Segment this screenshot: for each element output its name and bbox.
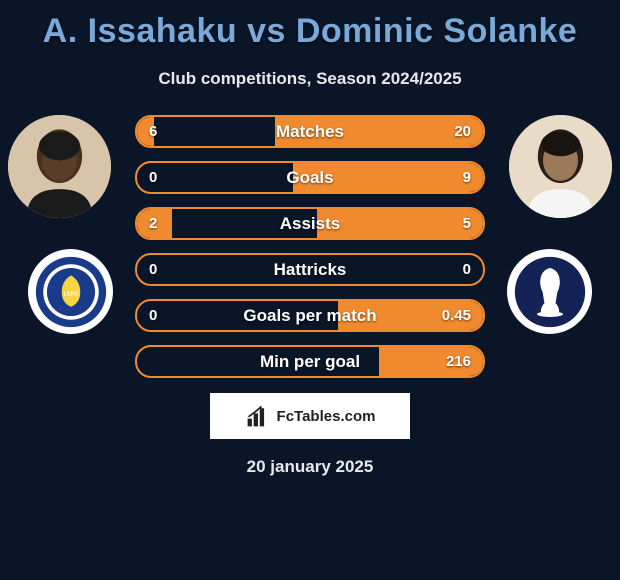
subtitle: Club competitions, Season 2024/2025 <box>0 69 620 89</box>
comparison-area: LCFC 620Matches 09Goals 25Assists 00Hattric… <box>0 115 620 385</box>
stat-label: Goals <box>137 163 483 192</box>
stat-label: Assists <box>137 209 483 238</box>
stat-label: Min per goal <box>137 347 483 376</box>
stat-row: 09Goals <box>135 161 485 194</box>
club-badge-icon <box>513 255 587 329</box>
brand-text: FcTables.com <box>277 408 376 425</box>
svg-text:LCFC: LCFC <box>63 291 78 297</box>
club-badge-icon: LCFC <box>34 255 108 329</box>
stat-row: 25Assists <box>135 207 485 240</box>
player2-avatar <box>509 115 612 218</box>
stat-row: 620Matches <box>135 115 485 148</box>
person-icon <box>8 115 111 218</box>
brand-icon <box>245 403 271 429</box>
stat-label: Matches <box>137 117 483 146</box>
date-text: 20 january 2025 <box>0 457 620 477</box>
stat-bars: 620Matches 09Goals 25Assists 00Hattricks 00.… <box>135 115 485 391</box>
club2-logo <box>507 249 592 334</box>
player1-avatar <box>8 115 111 218</box>
stat-label: Goals per match <box>137 301 483 330</box>
stat-row: 00Hattricks <box>135 253 485 286</box>
brand-box: FcTables.com <box>210 393 410 439</box>
stat-row: 00.45Goals per match <box>135 299 485 332</box>
stat-label: Hattricks <box>137 255 483 284</box>
page-title: A. Issahaku vs Dominic Solanke <box>0 0 620 51</box>
person-icon <box>509 115 612 218</box>
club1-logo: LCFC <box>28 249 113 334</box>
stat-row: 216Min per goal <box>135 345 485 378</box>
